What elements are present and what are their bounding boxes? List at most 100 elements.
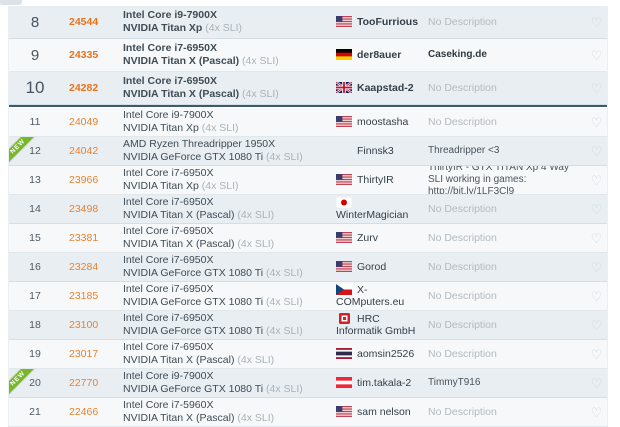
description-placeholder: No Description xyxy=(428,290,497,302)
username-link[interactable]: der8auer xyxy=(357,49,402,61)
table-row[interactable]: 8 24544 Intel Core i9-7900X NVIDIA Titan Xp… xyxy=(9,6,607,39)
username-link[interactable]: Gorod xyxy=(357,261,387,273)
user-cell[interactable]: X-COMputers.eu xyxy=(331,284,421,308)
score-link[interactable]: 23100 xyxy=(69,319,99,331)
hrc-logo-icon xyxy=(336,313,352,324)
gpu-name: NVIDIA GeForce GTX 1080 Ti xyxy=(123,296,264,308)
user-cell[interactable]: Kaapstad-2 xyxy=(331,82,421,94)
gpu-line: NVIDIA Titan X (Pascal) (4x SLI) xyxy=(123,88,331,101)
username-link[interactable]: WinterMagician xyxy=(336,209,409,221)
gpu-line: NVIDIA GeForce GTX 1080 Ti (4x SLI) xyxy=(123,383,331,396)
score-link[interactable]: 22770 xyxy=(69,377,99,389)
favorite-heart-icon[interactable]: ♡ xyxy=(590,201,603,217)
cpu-name: Intel Core i7-6950X xyxy=(123,75,217,87)
favorite-heart-icon[interactable]: ♡ xyxy=(590,14,603,30)
score-link[interactable]: 24335 xyxy=(69,49,99,61)
username-link[interactable]: ThirtyIR xyxy=(357,174,394,186)
favorite-heart-icon[interactable]: ♡ xyxy=(590,143,603,159)
score-link[interactable]: 23381 xyxy=(69,232,99,244)
favorite-heart-icon[interactable]: ♡ xyxy=(590,259,603,275)
rank-number: 9 xyxy=(30,46,40,64)
score-link[interactable]: 22466 xyxy=(69,406,99,418)
flag-us-icon xyxy=(336,116,352,127)
flag-us-icon xyxy=(336,261,352,272)
table-row[interactable]: 14 23498 Intel Core i7-6950X NVIDIA Titan X… xyxy=(9,195,607,224)
username-link[interactable]: X-COMputers.eu xyxy=(336,284,405,308)
user-cell[interactable]: TooFurrious xyxy=(331,16,421,28)
user-cell[interactable]: sam nelson xyxy=(331,406,421,418)
hardware-info: Intel Core i7-6950X NVIDIA Titan X (Pasca… xyxy=(123,42,331,68)
table-row[interactable]: NEW 20 22770 Intel Core i9-7900X NVIDIA GeFo… xyxy=(9,369,607,398)
gpu-config: (4x SLI) xyxy=(237,412,275,424)
score-link[interactable]: 24049 xyxy=(69,116,99,128)
table-row[interactable]: 10 24282 Intel Core i7-6950X NVIDIA Titan X… xyxy=(9,72,607,105)
table-row[interactable]: 16 23284 Intel Core i7-6950X NVIDIA GeForce… xyxy=(9,253,607,282)
user-cell[interactable]: WinterMagician xyxy=(331,197,421,221)
favorite-heart-icon[interactable]: ♡ xyxy=(590,114,603,130)
username-link[interactable]: Kaapstad-2 xyxy=(357,82,414,94)
table-row[interactable]: NEW 12 24042 AMD Ryzen Threadripper 1950X NV… xyxy=(9,137,607,166)
user-cell[interactable]: Finnsk3 xyxy=(331,145,421,157)
favorite-heart-icon[interactable]: ♡ xyxy=(590,317,603,333)
hardware-info: Intel Core i7-6950X NVIDIA GeForce GTX 10… xyxy=(123,254,331,280)
description-placeholder: No Description xyxy=(428,82,497,94)
gpu-config: (4x SLI) xyxy=(265,267,303,279)
gpu-name: NVIDIA Titan Xp xyxy=(123,122,199,134)
flag-us-icon xyxy=(336,16,352,27)
user-cell[interactable]: HRC Informatik GmbH xyxy=(331,313,421,337)
flag-gb-icon xyxy=(336,82,352,93)
score-link[interactable]: 23966 xyxy=(69,174,99,186)
description-placeholder: No Description xyxy=(428,348,497,360)
score-link[interactable]: 23284 xyxy=(69,261,99,273)
user-cell[interactable]: tim.takala-2 xyxy=(331,377,421,389)
top10-cutoff-divider xyxy=(9,105,607,107)
cpu-name: Intel Core i7-6950X xyxy=(123,167,214,179)
favorite-heart-icon[interactable]: ♡ xyxy=(590,288,603,304)
user-cell[interactable]: ThirtyIR xyxy=(331,174,421,186)
user-cell[interactable]: Zurv xyxy=(331,232,421,244)
gpu-config: (4x SLI) xyxy=(265,151,303,163)
description-text: Threadripper <3 xyxy=(428,145,500,156)
favorite-heart-icon[interactable]: ♡ xyxy=(590,172,603,188)
gpu-line: NVIDIA Titan X (Pascal) (4x SLI) xyxy=(123,209,331,222)
cpu-name: Intel Core i7-5960X xyxy=(123,399,214,411)
user-cell[interactable]: moostasha xyxy=(331,116,421,128)
username-link[interactable]: moostasha xyxy=(357,116,409,128)
favorite-heart-icon[interactable]: ♡ xyxy=(590,230,603,246)
favorite-heart-icon[interactable]: ♡ xyxy=(590,47,603,63)
user-cell[interactable]: der8auer xyxy=(331,49,421,61)
favorite-heart-icon[interactable]: ♡ xyxy=(590,346,603,362)
description-placeholder: No Description xyxy=(428,406,497,418)
user-cell[interactable]: aomsin2526 xyxy=(331,348,421,360)
favorite-heart-icon[interactable]: ♡ xyxy=(590,80,603,96)
flag-at-icon xyxy=(336,377,352,388)
score-link[interactable]: 24042 xyxy=(69,145,99,157)
table-row[interactable]: 18 23100 Intel Core i7-6950X NVIDIA GeForce… xyxy=(9,311,607,340)
username-link[interactable]: sam nelson xyxy=(357,406,411,418)
cpu-name: Intel Core i7-6950X xyxy=(123,254,214,266)
gpu-config: (4x SLI) xyxy=(237,238,275,250)
username-link[interactable]: tim.takala-2 xyxy=(357,377,412,389)
username-link[interactable]: Finnsk3 xyxy=(357,145,394,157)
favorite-heart-icon[interactable]: ♡ xyxy=(590,375,603,391)
table-row[interactable]: 13 23966 Intel Core i7-6950X NVIDIA Titan X… xyxy=(9,166,607,195)
username-link[interactable]: aomsin2526 xyxy=(357,348,415,360)
user-cell[interactable]: Gorod xyxy=(331,261,421,273)
username-link[interactable]: Zurv xyxy=(357,232,378,244)
score-link[interactable]: 23017 xyxy=(69,348,99,360)
table-row[interactable]: 19 23017 Intel Core i7-6950X NVIDIA Titan X… xyxy=(9,340,607,369)
score-link[interactable]: 23185 xyxy=(69,290,99,302)
username-link[interactable]: TooFurrious xyxy=(357,16,419,28)
flag-th-icon xyxy=(336,348,352,359)
score-link[interactable]: 23498 xyxy=(69,203,99,215)
table-row[interactable]: 17 23185 Intel Core i7-6950X NVIDIA GeForce… xyxy=(9,282,607,311)
table-row[interactable]: 9 24335 Intel Core i7-6950X NVIDIA Titan X … xyxy=(9,39,607,72)
username-link[interactable]: HRC Informatik GmbH xyxy=(336,313,416,337)
favorite-heart-icon[interactable]: ♡ xyxy=(590,404,603,420)
table-row[interactable]: 11 24049 Intel Core i9-7900X NVIDIA Titan X… xyxy=(9,108,607,137)
score-link[interactable]: 24282 xyxy=(69,82,99,94)
score-link[interactable]: 24544 xyxy=(69,16,99,28)
table-row[interactable]: 15 23381 Intel Core i7-6950X NVIDIA Titan X… xyxy=(9,224,607,253)
gpu-name: NVIDIA GeForce GTX 1080 Ti xyxy=(123,267,264,279)
cpu-name: Intel Core i7-6950X xyxy=(123,42,217,54)
